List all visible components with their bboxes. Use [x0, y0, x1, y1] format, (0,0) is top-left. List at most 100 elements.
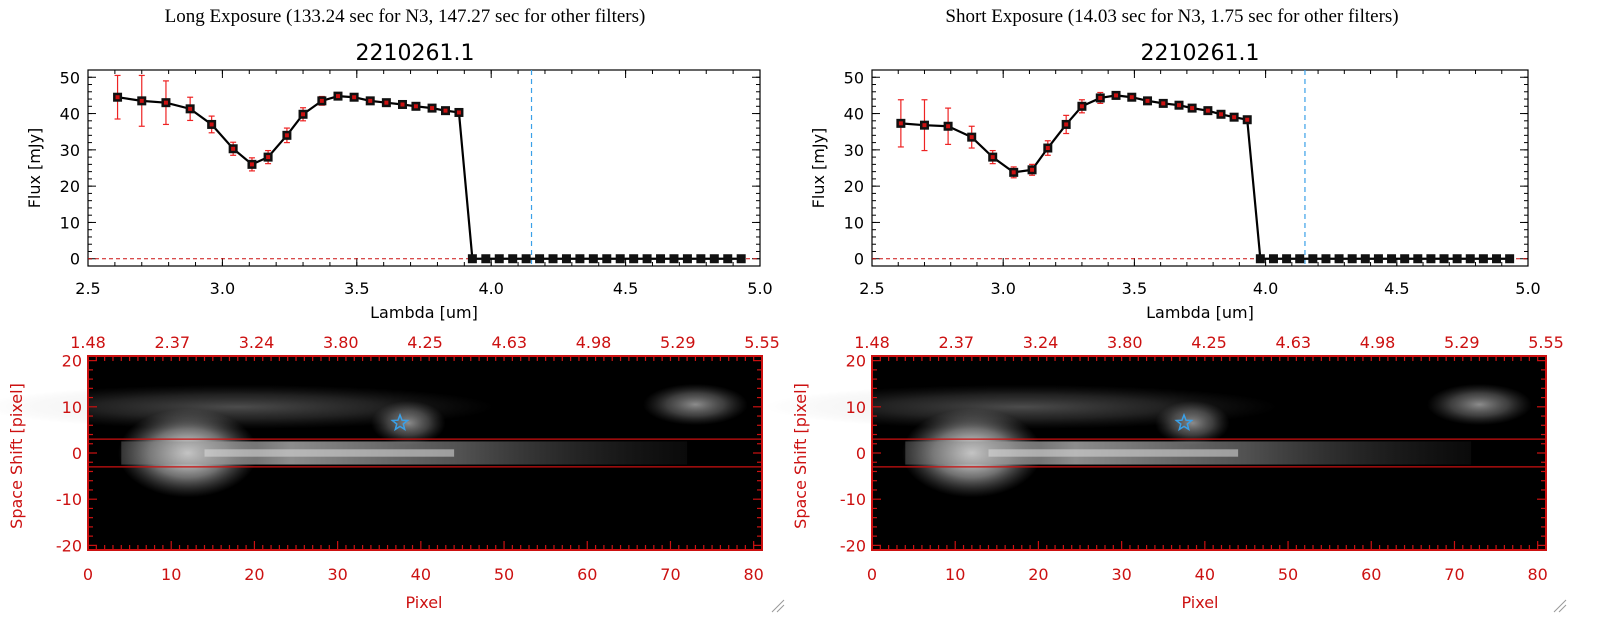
data-point-core: [249, 162, 254, 167]
pixel-tick-labels: 0 10 20 30 40 50 60 70 80: [867, 565, 1548, 584]
pixel-tick-labels: 0 10 20 30 40 50 60 70 80: [83, 565, 764, 584]
y-tick-label: 50: [844, 68, 864, 87]
resize-grip-icon[interactable]: [771, 599, 785, 613]
data-point-core: [1079, 104, 1084, 109]
top-tick-label: 2.37: [154, 333, 190, 352]
data-point-core: [1045, 146, 1050, 151]
trace-core: [988, 449, 1239, 457]
data-point: [1373, 254, 1383, 264]
y-tick-label: 10: [846, 398, 866, 417]
data-point: [1255, 254, 1265, 264]
y-tick-label: -10: [56, 490, 82, 509]
data-point: [1465, 254, 1475, 264]
data-point-core: [231, 146, 236, 151]
x-tick-label: 50: [494, 565, 514, 584]
data-point-core: [456, 110, 461, 115]
data-point: [642, 254, 652, 264]
data-point-core: [1011, 170, 1016, 175]
y-tick-label: 0: [70, 250, 80, 269]
data-point: [1400, 254, 1410, 264]
data-point-core: [188, 106, 193, 111]
spectrum-chart: 2210261.1 2.5 3.0 3.5 4.0 4.5 5.0 0 10 2…: [809, 41, 1541, 322]
data-point-core: [898, 121, 903, 126]
heatmap-ticks: [87, 356, 763, 550]
x-tick-label: 60: [577, 565, 597, 584]
data-point: [723, 254, 733, 264]
data-point: [602, 254, 612, 264]
x-tick-label: 70: [660, 565, 680, 584]
top-tick-label: 5.55: [744, 333, 780, 352]
x-tick-label: 4.0: [478, 279, 503, 298]
data-point: [575, 254, 585, 264]
x-tick-label: 3.5: [344, 279, 369, 298]
data-point: [1452, 254, 1462, 264]
x-tick-label: 40: [411, 565, 431, 584]
shift-tick-labels: -20 -10 0 10 20: [56, 352, 82, 556]
y-tick-label: 0: [854, 250, 864, 269]
data-point: [1282, 254, 1292, 264]
x-tick-label: 50: [1278, 565, 1298, 584]
data-point-core: [443, 108, 448, 113]
panel-heading: Long Exposure (133.24 sec for N3, 147.27…: [165, 6, 646, 27]
y-tick-label: 20: [60, 177, 80, 196]
data-point-core: [335, 94, 340, 99]
data-point-core: [969, 135, 974, 140]
top-tick-label: 4.98: [576, 333, 612, 352]
data-point: [1478, 254, 1488, 264]
chart-title: 2210261.1: [1141, 41, 1260, 66]
data-point-core: [1129, 95, 1134, 100]
data-point-core: [384, 100, 389, 105]
y-tick-label: -20: [56, 536, 82, 555]
data-point-core: [1161, 101, 1166, 106]
x-tick-label: 0: [867, 565, 877, 584]
x-tick-label: 2.5: [75, 279, 100, 298]
x-tick-label: 0: [83, 565, 93, 584]
y-tick-labels: 0 10 20 30 40 50: [60, 68, 80, 268]
y-tick-label: 40: [844, 105, 864, 124]
panel-heading: Short Exposure (14.03 sec for N3, 1.75 s…: [945, 6, 1398, 27]
spectrum-ticks: [871, 70, 1529, 266]
top-tick-label: 3.24: [1023, 333, 1059, 352]
data-point: [481, 254, 491, 264]
top-tick-label: 4.63: [491, 333, 527, 352]
top-tick-label: 4.25: [1191, 333, 1227, 352]
data-point-core: [266, 155, 271, 160]
top-tick-labels: 1.48 2.37 3.24 3.80 4.25 4.63 4.98 5.29 …: [854, 333, 1564, 352]
data-point-core: [209, 122, 214, 127]
data-point-core: [1064, 122, 1069, 127]
x-tick-label: 3.0: [990, 279, 1015, 298]
data-point: [494, 254, 504, 264]
y-tick-label: -20: [840, 536, 866, 555]
data-point: [1360, 254, 1370, 264]
heatmap-ticks: [871, 356, 1547, 550]
heatmap-image: [765, 355, 1547, 551]
top-tick-label: 5.55: [1528, 333, 1564, 352]
data-point-core: [352, 95, 357, 100]
top-tick-label: 3.80: [1107, 333, 1143, 352]
data-point-core: [1145, 98, 1150, 103]
y-tick-label: 20: [844, 177, 864, 196]
data-point-core: [946, 124, 951, 129]
top-tick-label: 4.25: [407, 333, 443, 352]
x-tick-label: 5.0: [1515, 279, 1540, 298]
data-point: [548, 254, 558, 264]
x-tick-label: 5.0: [747, 279, 772, 298]
source-blob: [1427, 383, 1532, 426]
x-tick-label: 30: [327, 565, 347, 584]
x-tick-labels: 2.5 3.0 3.5 4.0 4.5 5.0: [75, 279, 772, 298]
top-tick-label: 1.48: [70, 333, 106, 352]
data-point-core: [430, 106, 435, 111]
x-axis-label: Pixel: [405, 593, 442, 612]
data-point-core: [115, 95, 120, 100]
source-blob: [0, 384, 494, 429]
series-line: [900, 94, 1510, 260]
data-point: [1413, 254, 1423, 264]
resize-grip-icon[interactable]: [1553, 599, 1567, 613]
data-point: [521, 254, 531, 264]
data-point-core: [1177, 103, 1182, 108]
x-axis-label: Lambda [um]: [370, 303, 478, 322]
data-point: [1295, 254, 1305, 264]
y-tick-label: 20: [62, 352, 82, 371]
data-point: [561, 254, 571, 264]
